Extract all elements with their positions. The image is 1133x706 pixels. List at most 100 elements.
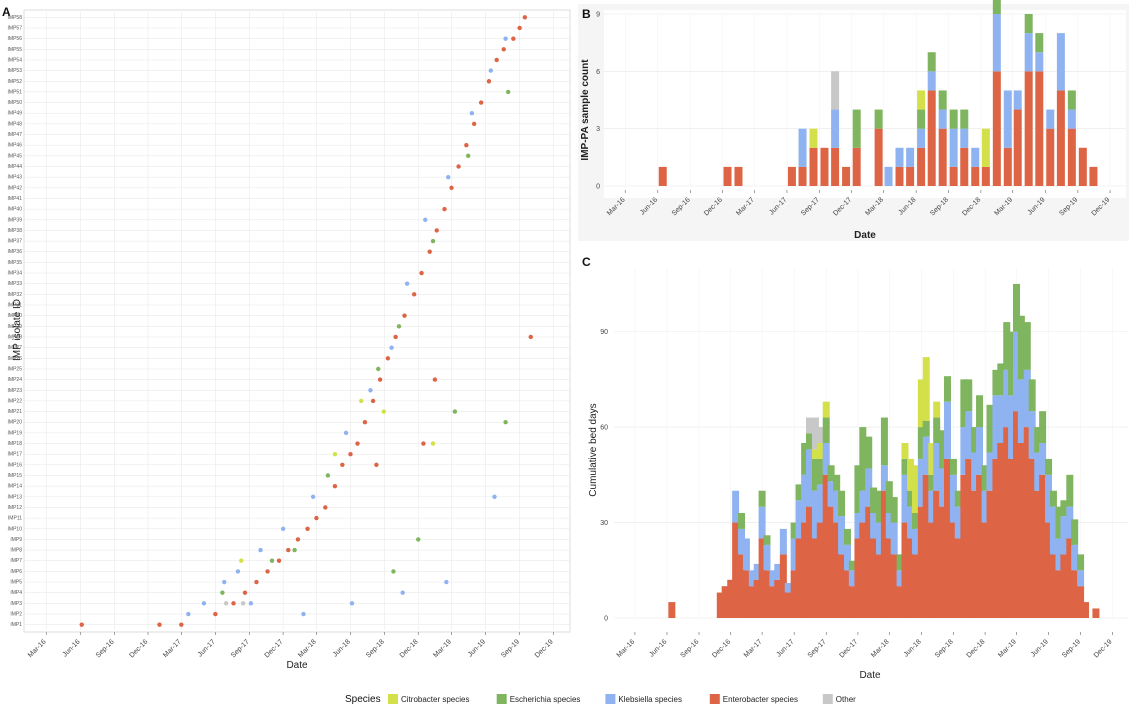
bed-days-segment [896, 586, 904, 618]
x-tick-label: Sep-19 [500, 638, 521, 659]
panel-c-bars [668, 283, 1100, 618]
isolate-point [240, 601, 246, 606]
bed-days-segment [911, 528, 919, 555]
bed-days-segment [816, 522, 824, 618]
x-tick-label: Mar-16 [616, 638, 637, 659]
row-label: IMP27 [8, 345, 23, 351]
x-tick-label: Mar-19 [432, 638, 453, 659]
bed-days-segment [896, 570, 904, 587]
panel-b-y-ticks: 0 3 6 9 [596, 12, 600, 191]
bed-days-segment [854, 465, 862, 513]
count-bar-segment [927, 90, 936, 186]
bed-days-segment [795, 538, 803, 618]
panel-b-bars [658, 0, 1098, 186]
isolate-point [385, 356, 391, 361]
bed-days-segment [876, 490, 884, 523]
bed-days-segment [811, 458, 819, 491]
bed-days-segment [1092, 608, 1100, 618]
x-tick-label: Jun-18 [903, 638, 923, 658]
bed-days-segment [896, 554, 904, 571]
isolate-point [389, 345, 394, 350]
row-label: IMP13 [8, 494, 23, 500]
bed-days-segment [1034, 452, 1042, 491]
count-bar-segment [927, 71, 936, 91]
bed-days-segment [971, 490, 979, 618]
panel-a-row-labels: IMP58 IMP57 IMP56 IMP55 IMP54 IMP53 IMP52 IMP51… [8, 15, 23, 628]
isolate-point [430, 441, 436, 446]
legend-entry-label: Other [836, 695, 856, 704]
bed-days-segment [811, 538, 819, 618]
isolate-point [423, 217, 428, 222]
x-tick-label: Dec-18 [399, 638, 420, 659]
isolate-point [449, 185, 454, 191]
bed-days-segment [976, 474, 984, 618]
bed-days-segment [928, 443, 936, 475]
row-label: IMP25 [8, 366, 23, 372]
panel-c: C 0 30 60 90 Mar-16 Jun-16 Sep-16 Dec-16 Mar-17… [582, 255, 1128, 681]
row-label: IMP48 [8, 121, 23, 127]
isolate-point [501, 47, 506, 52]
row-label: IMP9 [10, 537, 22, 543]
x-tick-label: Mar-17 [743, 638, 764, 659]
bed-days-segment [790, 538, 798, 571]
bed-days-segment [981, 465, 989, 491]
bed-days-segment [779, 554, 787, 618]
count-bar-segment [787, 166, 796, 186]
bed-days-segment [822, 401, 830, 418]
isolate-point [368, 388, 373, 393]
bed-days-segment [1066, 474, 1074, 507]
isolate-point [421, 441, 426, 446]
bed-days-segment [1049, 506, 1057, 555]
y-tick-label: 3 [596, 126, 600, 133]
x-tick-label: Dec-16 [711, 638, 732, 659]
count-bar-segment [949, 128, 958, 167]
bed-days-segment [939, 506, 947, 618]
bed-days-segment [843, 544, 851, 571]
isolate-point [280, 526, 286, 531]
isolate-point [466, 153, 471, 159]
bed-days-segment [1066, 506, 1074, 539]
bed-days-segment [1055, 570, 1063, 618]
row-label: IMP50 [8, 100, 23, 106]
bed-days-segment [1045, 474, 1053, 523]
row-label: IMP19 [8, 430, 23, 436]
row-label: IMP56 [8, 36, 23, 42]
count-bar-segment [1067, 90, 1076, 110]
bed-days-segment [801, 522, 809, 618]
bed-days-segment [885, 538, 893, 618]
bed-days-segment [907, 506, 915, 539]
legend-swatch [709, 694, 720, 704]
bed-days-segment [732, 522, 740, 618]
isolate-point [332, 483, 338, 489]
bed-days-segment [742, 538, 750, 571]
isolate-point [370, 398, 376, 404]
x-tick-label: Sep-18 [934, 638, 955, 659]
count-bar-segment [1024, 33, 1033, 72]
bed-days-segment [1071, 519, 1079, 545]
row-label: IMP24 [8, 377, 23, 383]
bed-days-segment [943, 401, 951, 459]
bed-days-segment [901, 458, 909, 475]
legend-swatch [496, 694, 507, 704]
bed-days-segment [753, 563, 761, 580]
row-label: IMP10 [8, 526, 23, 532]
bed-days-segment [1003, 322, 1011, 370]
row-label: IMP29 [8, 324, 23, 330]
bed-days-segment [843, 570, 851, 618]
count-bar-segment [949, 166, 958, 186]
x-tick-label: Jun-18 [332, 638, 352, 658]
x-tick-label: Dec-16 [129, 638, 150, 659]
bed-days-segment [922, 474, 930, 618]
bed-days-segment [811, 490, 819, 539]
row-label: IMP52 [8, 79, 23, 85]
bed-days-segment [838, 554, 846, 618]
bed-days-segment [1049, 490, 1057, 507]
isolate-point [79, 622, 84, 627]
count-bar-segment [798, 166, 807, 186]
isolate-point [416, 537, 421, 542]
isolate-point [442, 206, 447, 212]
bed-days-segment [928, 490, 936, 523]
bed-days-segment [928, 522, 936, 618]
bed-days-segment [816, 484, 824, 523]
